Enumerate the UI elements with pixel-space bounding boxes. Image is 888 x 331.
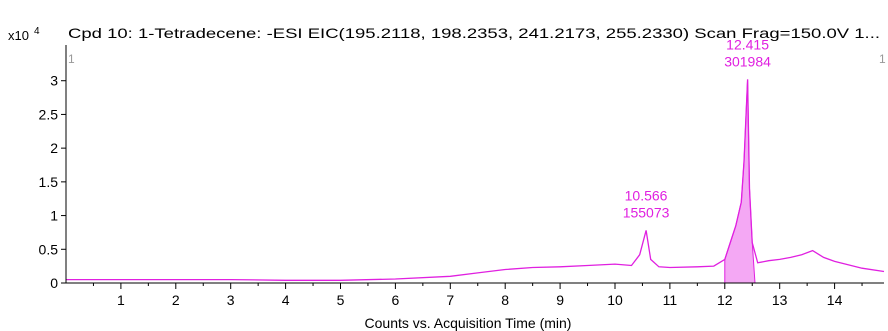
x-tick-label: 5 [337, 292, 345, 308]
x-tick-label: 14 [827, 292, 843, 308]
x-tick-label: 1 [117, 292, 125, 308]
x-tick-label: 9 [556, 292, 564, 308]
peak-rt-label: 12.415 [726, 36, 769, 52]
x-tick-label: 8 [501, 292, 509, 308]
integrated-peak-region-0 [724, 79, 756, 284]
y-multiplier-exponent: 4 [34, 26, 40, 37]
y-tick-label: 3 [50, 73, 58, 89]
x-tick-label: 4 [282, 292, 290, 308]
y-tick-label: 2 [50, 140, 58, 156]
marker-right: 1 [879, 52, 886, 66]
y-tick-label: 0.5 [39, 241, 59, 257]
y-tick-label: 0 [50, 275, 58, 291]
peak-rt-label: 10.566 [625, 187, 668, 203]
y-multiplier-base: x10 [8, 28, 29, 43]
x-tick-label: 3 [227, 292, 235, 308]
marker-left: 1 [68, 52, 75, 66]
y-tick-label: 1 [50, 208, 58, 224]
eic-trace [66, 79, 885, 281]
x-tick-label: 6 [391, 292, 399, 308]
chart-header: x10 4 Cpd 10: 1-Tetradecene: -ESI EIC(19… [8, 25, 886, 66]
peak-area-label: 301984 [724, 53, 771, 69]
y-tick-label: 2.5 [39, 106, 59, 122]
x-tick-label: 10 [607, 292, 623, 308]
x-axis-label: Counts vs. Acquisition Time (min) [365, 315, 572, 331]
y-tick-label: 1.5 [39, 174, 59, 190]
peak-area-label: 155073 [623, 204, 670, 220]
x-tick-label: 11 [663, 292, 678, 308]
x-tick-label: 12 [717, 292, 733, 308]
x-tick-label: 13 [772, 292, 788, 308]
x-tick-label: 2 [172, 292, 180, 308]
x-tick-label: 7 [446, 292, 454, 308]
chart-title: Cpd 10: 1-Tetradecene: -ESI EIC(195.2118… [68, 25, 880, 41]
plot-area: 00.511.522.531 2 3 4 5 6 7 8 9 10 11 12 13 1410.56615… [39, 36, 885, 308]
